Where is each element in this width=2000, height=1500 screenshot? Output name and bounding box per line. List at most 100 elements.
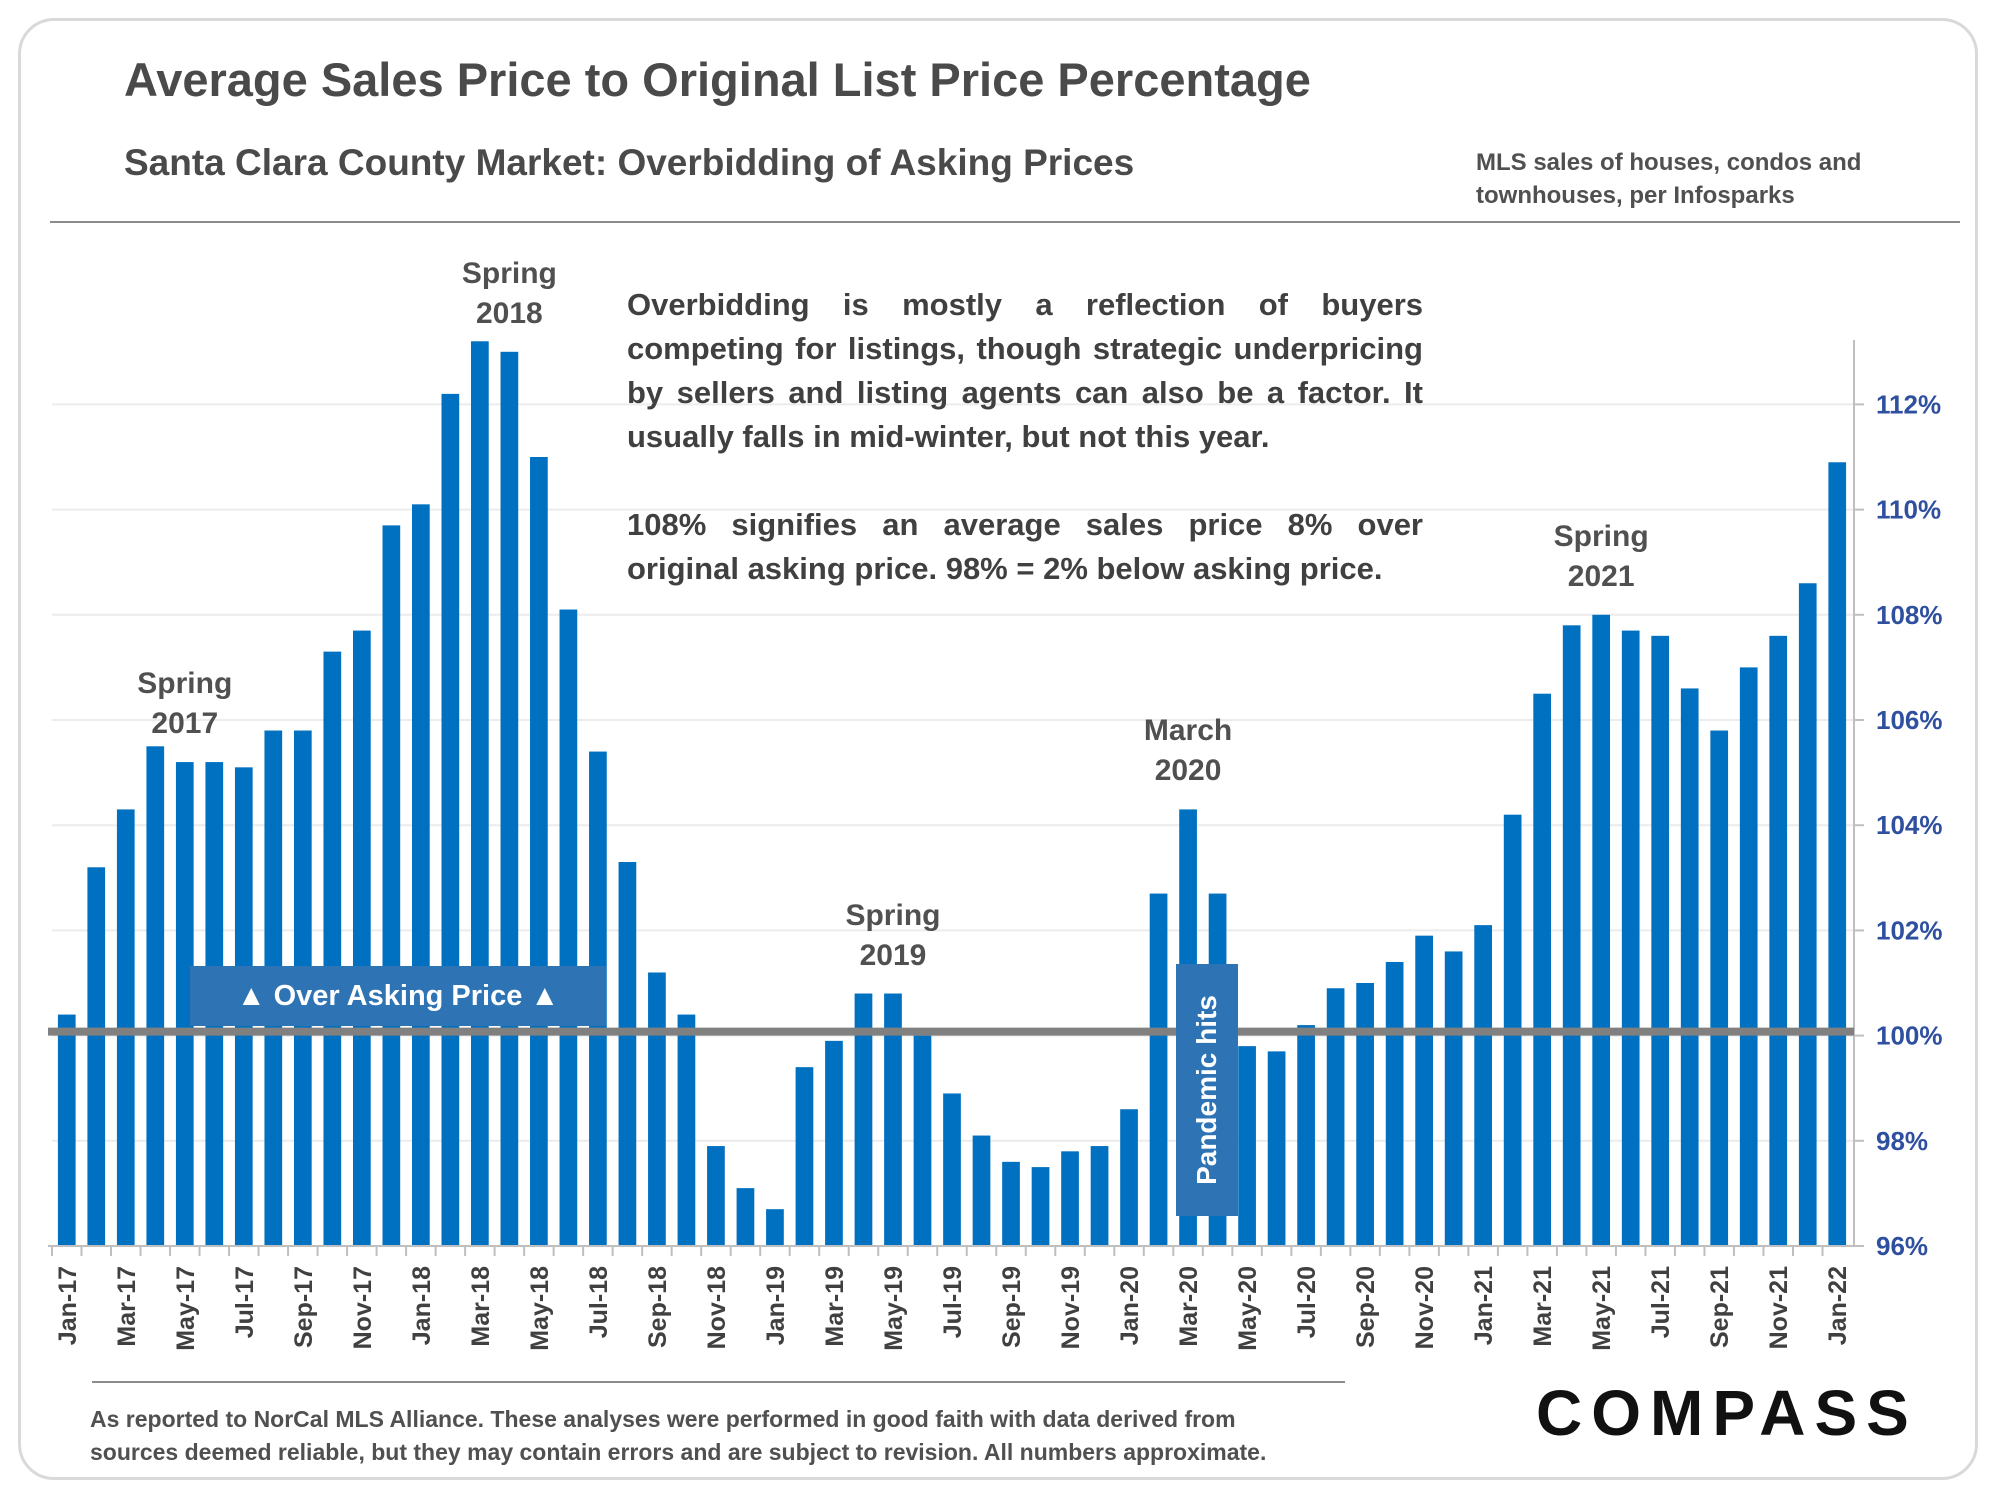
- bar-Apr-21: [1562, 625, 1581, 1246]
- y-tick-label: 100%: [1876, 1021, 1943, 1051]
- compass-logo: COMPASS: [1536, 1377, 1918, 1449]
- bar-Jul-21: [1651, 635, 1670, 1246]
- bar-May-17: [175, 762, 194, 1246]
- bar-May-19: [884, 993, 902, 1246]
- bar-Jan-21: [1474, 925, 1492, 1246]
- x-tick-label: Jan-19: [762, 1266, 790, 1345]
- bar-Sep-21: [1710, 730, 1729, 1246]
- source-note: MLS sales of houses, condos and townhous…: [1476, 149, 1862, 209]
- x-tick-label: Mar-18: [467, 1266, 495, 1347]
- x-tick-label: Jan-18: [408, 1266, 436, 1345]
- bar-Jan-19: [766, 1209, 784, 1246]
- bar-Nov-21: [1769, 635, 1788, 1246]
- bar-Aug-20: [1326, 988, 1345, 1246]
- x-tick-label: Sep-20: [1352, 1266, 1380, 1348]
- x-tick-label: Sep-21: [1706, 1266, 1734, 1348]
- bar-Sep-18: [648, 972, 666, 1246]
- y-tick-label: 104%: [1876, 810, 1943, 840]
- bar-Jun-21: [1621, 630, 1640, 1246]
- bar-May-20: [1238, 1046, 1256, 1246]
- bar-Oct-21: [1739, 667, 1758, 1246]
- x-tick-label: Sep-18: [644, 1266, 672, 1348]
- x-tick-label: Sep-19: [998, 1266, 1026, 1348]
- x-tick-label: Jul-18: [585, 1266, 613, 1338]
- x-tick-label: Mar-17: [113, 1266, 141, 1347]
- x-tick-label: Jul-19: [939, 1266, 967, 1338]
- chart-title: Average Sales Price to Original List Pri…: [124, 53, 1311, 106]
- x-tick-label: Mar-19: [821, 1266, 849, 1347]
- explanation-paragraph-2: 108% signifies an average sales price 8%…: [627, 507, 1423, 586]
- bar-Nov-20: [1415, 935, 1433, 1246]
- bars: [57, 341, 1847, 1247]
- x-tick-labels: Jan-17 Mar-17 May-17 Jul-17 Sep-17 Nov-17 Jan-…: [54, 1266, 1852, 1351]
- bar-May-21: [1592, 614, 1611, 1246]
- x-tick-label: May-18: [526, 1266, 554, 1351]
- annotation-spring-2018: Spring 2018: [461, 256, 557, 330]
- annotation-spring-2017: Spring 2017: [137, 667, 233, 741]
- x-tick-label: Nov-18: [703, 1266, 731, 1349]
- x-tick-label: Nov-17: [349, 1266, 377, 1349]
- bar-Aug-21: [1680, 688, 1699, 1246]
- bar-Feb-18: [441, 393, 460, 1246]
- bar-Jun-20: [1267, 1051, 1286, 1246]
- bar-Mar-21: [1533, 693, 1552, 1246]
- bar-Feb-20: [1149, 893, 1168, 1246]
- y-tick-labels: 96% 98% 100% 102% 104% 106% 108% 110% 112%: [1876, 389, 1943, 1261]
- bar-Nov-18: [707, 1146, 725, 1246]
- x-tick-label: Jan-22: [1824, 1266, 1852, 1345]
- bar-Mar-18: [471, 341, 489, 1246]
- bar-Jul-19: [943, 1093, 961, 1246]
- x-tick-label: Nov-21: [1765, 1266, 1793, 1349]
- x-tick-label: Mar-21: [1529, 1266, 1557, 1347]
- y-tick-label: 96%: [1876, 1231, 1928, 1261]
- y-tick-label: 102%: [1876, 915, 1943, 945]
- bar-Jan-22: [1828, 462, 1847, 1246]
- bar-Oct-20: [1385, 961, 1404, 1246]
- x-tick-label: Nov-20: [1411, 1266, 1439, 1349]
- over-asking-label: ▲ Over Asking Price ▲: [190, 966, 606, 1026]
- x-tick-label: Mar-20: [1175, 1266, 1203, 1347]
- bar-Jan-18: [412, 504, 430, 1247]
- bar-Sep-19: [1002, 1161, 1020, 1246]
- y-tick-label: 108%: [1876, 600, 1943, 630]
- x-tick-label: Jul-17: [231, 1266, 259, 1338]
- x-tick-label: Jan-20: [1116, 1266, 1144, 1345]
- x-tick-label: May-19: [880, 1266, 908, 1351]
- bar-Dec-17: [382, 525, 401, 1246]
- x-tick-label: May-17: [172, 1266, 200, 1351]
- bar-Oct-19: [1031, 1167, 1050, 1246]
- pandemic-callout: Pandemic hits: [1176, 964, 1238, 1216]
- bar-Feb-19: [795, 1067, 814, 1246]
- chart-subtitle: Santa Clara County Market: Overbidding o…: [124, 142, 1135, 183]
- bar-Feb-17: [87, 867, 106, 1246]
- pandemic-label: Pandemic hits: [1191, 995, 1222, 1185]
- y-tick-label: 110%: [1876, 495, 1941, 525]
- y-tick-label: 106%: [1876, 705, 1943, 735]
- x-tick-label: Jul-21: [1647, 1266, 1675, 1338]
- x-tick-label: Jan-17: [54, 1266, 82, 1345]
- bar-Dec-21: [1798, 583, 1817, 1246]
- axes: [48, 340, 1864, 1256]
- bar-Apr-18: [500, 351, 519, 1246]
- annotation-spring-2021: Spring 2021: [1553, 519, 1649, 593]
- explanation-text: Overbidding is mostly a reflection of bu…: [627, 283, 1423, 591]
- bar-Jun-19: [913, 1035, 932, 1246]
- x-tick-label: May-21: [1588, 1266, 1616, 1351]
- chart-frame: [18, 18, 1978, 1480]
- x-tick-label: Jul-20: [1293, 1266, 1321, 1338]
- bar-Nov-17: [352, 630, 371, 1246]
- footer-divider: [92, 1381, 1345, 1383]
- annotation-march-2020: March 2020: [1143, 714, 1233, 788]
- bar-May-18: [530, 457, 548, 1246]
- explanation-paragraph-1: Overbidding is mostly a reflection of bu…: [627, 287, 1423, 454]
- annotation-spring-2019: Spring 2019: [845, 898, 941, 972]
- bar-Mar-19: [825, 1040, 843, 1246]
- bar-Aug-19: [972, 1135, 991, 1246]
- bar-Jul-20: [1297, 1025, 1315, 1246]
- bar-Oct-17: [323, 651, 342, 1246]
- bar-Aug-18: [618, 862, 637, 1246]
- x-tick-label: Sep-17: [290, 1266, 318, 1348]
- header-divider: [50, 221, 1960, 223]
- bar-Jan-20: [1120, 1109, 1138, 1246]
